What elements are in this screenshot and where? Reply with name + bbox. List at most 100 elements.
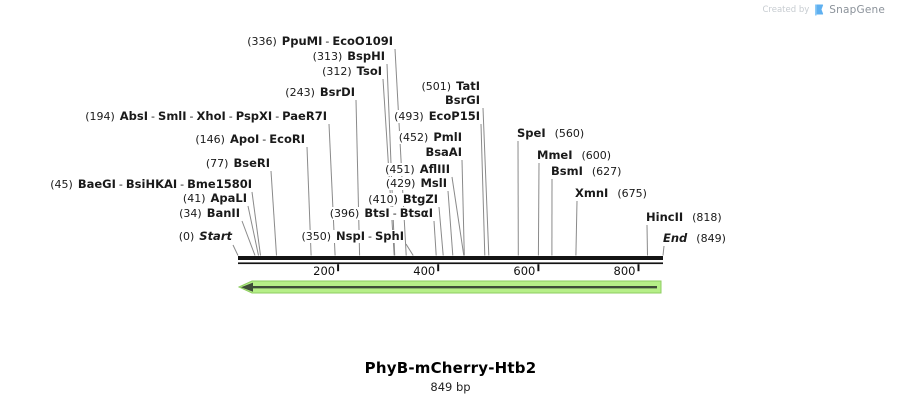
site-label-ppumi-ecoo109i[interactable]: (336) PpuMI - EcoO109I (247, 35, 393, 48)
enzyme-name: SphI (375, 229, 404, 243)
enzyme-name: XhoI (196, 109, 226, 123)
position-number: (194) (85, 110, 115, 123)
separator: - (118, 178, 123, 191)
position-number: (41) (182, 192, 206, 205)
site-leader-line (537, 162, 540, 256)
enzyme-name: BsaAI (425, 145, 462, 159)
site-leader-line (270, 170, 277, 256)
site-label-hincii[interactable]: HincII (818) (646, 211, 722, 224)
position-number: (146) (195, 133, 225, 146)
enzyme-name: BsrDI (319, 85, 355, 99)
site-label-bsphi[interactable]: (313) BspHI (312, 49, 385, 63)
enzyme-name: BspHI (347, 49, 385, 63)
position-number: (77) (205, 157, 229, 170)
site-leader-line (662, 245, 665, 256)
site-label-end[interactable]: End (849) (663, 232, 726, 245)
site-label-tsoi[interactable]: (312) TsoI (322, 65, 382, 78)
site-label-msli[interactable]: (429) MslI (385, 177, 447, 190)
site-label-baegi-group[interactable]: (45) BaeGI - BsiHKAI - Bme1580I (50, 178, 252, 191)
position-number: (818) (692, 211, 722, 224)
site-label-pmli[interactable]: (452) PmlI (398, 131, 462, 144)
site-label-spei[interactable]: SpeI (560) (517, 127, 585, 140)
position-number: (452) (398, 131, 429, 144)
site-label-bsrgi[interactable]: BsrGI (445, 94, 480, 107)
enzyme-name: BsrGI (445, 93, 480, 107)
sequence-bar-underline (238, 262, 663, 265)
enzyme-name: BtsI (364, 206, 390, 220)
position-number: (0) (178, 230, 195, 243)
position-number: (34) (179, 207, 202, 220)
snapgene-brand-label: SnapGene (829, 4, 885, 16)
enzyme-name: BanII (206, 206, 240, 220)
site-label-bsrdi[interactable]: (243) BsrDI (285, 86, 355, 99)
enzyme-name: TsoI (356, 64, 382, 78)
site-label-banii[interactable]: (34) BanII (179, 207, 240, 220)
position-number: (675) (617, 187, 647, 200)
position-number: (313) (312, 50, 343, 63)
enzyme-name: EcoRI (269, 132, 305, 146)
site-label-mmei[interactable]: MmeI (600) (537, 148, 612, 162)
enzyme-name: PpuMI (281, 34, 323, 48)
site-leader-line (447, 190, 454, 256)
site-leader-line (438, 206, 444, 256)
sequence-bar (238, 256, 663, 260)
site-label-bsmi[interactable]: BsmI (627) (551, 165, 622, 178)
enzyme-name: BseRI (233, 156, 270, 170)
enzyme-name: XmnI (575, 186, 609, 200)
enzyme-name: BtgZI (402, 192, 438, 206)
position-number: (451) (385, 163, 415, 176)
site-label-apali[interactable]: (41) ApaLI (182, 191, 248, 205)
enzyme-name: BsiHKAI (125, 177, 178, 191)
site-label-btsi-btsai[interactable]: (396) BtsI - BtsαI (329, 206, 433, 220)
terminus-label: Start (199, 229, 232, 243)
site-label-tati[interactable]: (501) TatI (421, 80, 480, 93)
enzyme-name: MmeI (537, 148, 573, 162)
title-block: PhyB-mCherry-Htb2 849 bp (0, 359, 901, 394)
separator: - (151, 110, 156, 123)
position-number: (493) (394, 110, 424, 123)
enzyme-name: BaeGI (77, 177, 116, 191)
site-label-xmni[interactable]: XmnI (675) (575, 187, 647, 200)
site-label-btgzi[interactable]: (410) BtgZI (368, 193, 438, 206)
site-label-absi-group[interactable]: (194) AbsI - SmlI - XhoI - PspXI - PaeR7I (85, 110, 327, 123)
site-leader-line (405, 243, 414, 256)
ruler-tick (637, 264, 640, 272)
feature-arrowhead-icon (241, 282, 253, 292)
site-label-nspi-sphi[interactable]: (350) NspI - SphI (301, 230, 404, 243)
site-leader-line (355, 99, 361, 256)
position-number: (627) (591, 165, 622, 178)
site-leader-line (482, 107, 490, 256)
enzyme-name: ApaLI (210, 191, 248, 205)
map-title: PhyB-mCherry-Htb2 (364, 359, 537, 377)
position-number: (312) (322, 65, 352, 78)
enzyme-name: PaeR7I (282, 109, 327, 123)
separator: - (189, 110, 194, 123)
ruler-tick (537, 264, 540, 272)
site-leader-line (433, 220, 437, 256)
sequence-length-label: 849 bp (430, 380, 471, 394)
site-label-apoi-ecori[interactable]: (146) ApoI - EcoRI (195, 133, 305, 146)
site-leader-line (232, 244, 239, 256)
site-label-ecop15i[interactable]: (493) EcoP15I (394, 110, 480, 123)
position-number: (429) (385, 177, 416, 190)
ruler-tick-label: 400 (413, 264, 436, 278)
site-leader-line (480, 123, 486, 256)
ruler-tick-label: 600 (513, 264, 536, 278)
site-label-bsaai[interactable]: BsaAI (425, 146, 462, 159)
ruler-tick-label: 800 (613, 264, 636, 278)
enzyme-name: AbsI (119, 109, 149, 123)
site-label-afliii[interactable]: (451) AflIII (385, 163, 450, 176)
separator: - (275, 110, 280, 123)
site-leader-line (247, 205, 259, 256)
ruler-tick (337, 264, 340, 272)
enzyme-name: HincII (646, 210, 684, 224)
site-label-bseri[interactable]: (77) BseRI (205, 156, 270, 170)
site-label-start[interactable]: (0) Start (178, 229, 232, 243)
terminus-label: End (663, 231, 688, 245)
ruler-tick-label: 200 (313, 264, 336, 278)
separator: - (392, 207, 397, 220)
ruler-tick (437, 264, 440, 272)
enzyme-name: BtsαI (399, 206, 433, 220)
